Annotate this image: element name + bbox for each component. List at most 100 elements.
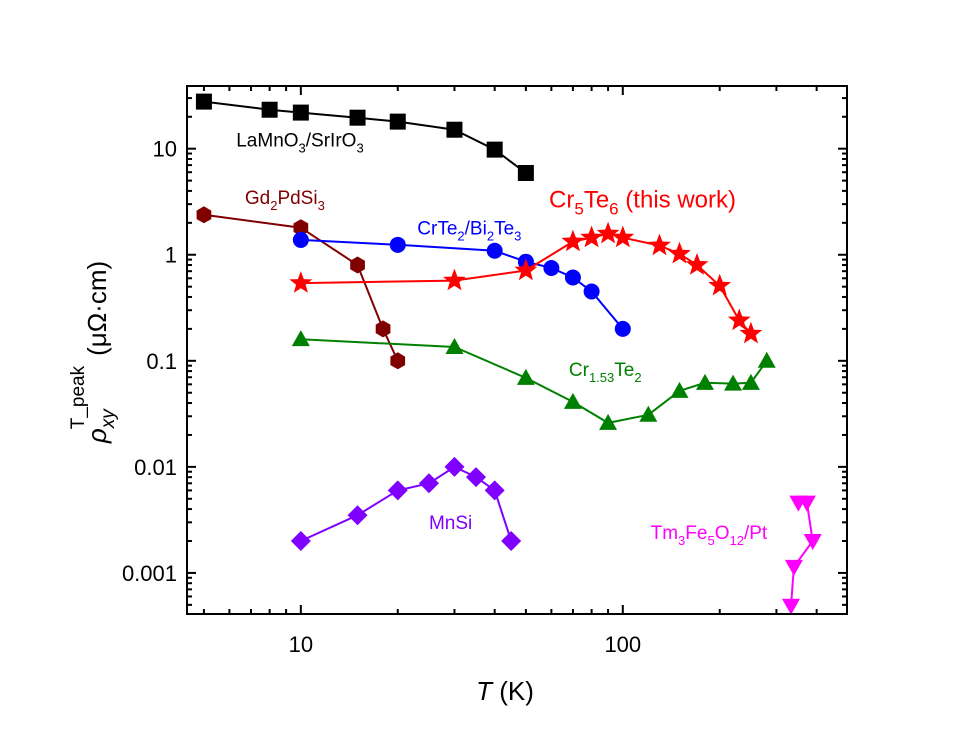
series-cr1-53te2-point xyxy=(291,330,310,347)
series-cr1-53te2-point xyxy=(741,373,760,390)
y-tick-label: 0.01 xyxy=(134,455,177,480)
series-label-part: CrTe xyxy=(417,219,457,240)
y-axis-label-unit: (μΩ·cm) xyxy=(82,261,112,356)
series-crte2-bi2te3-point xyxy=(486,242,503,259)
series-tm3fe5o12-pt-point xyxy=(782,598,801,615)
series-mnsi-point xyxy=(347,505,368,526)
y-tick-label: 1 xyxy=(165,243,177,268)
series-cr5te6-this-work-point xyxy=(708,273,732,296)
series-tm3fe5o12-pt-point xyxy=(797,495,816,512)
y-tick-label: 0.1 xyxy=(146,349,177,374)
series-label-part: Cr xyxy=(569,360,590,381)
series-cr5te6-this-work-point xyxy=(611,225,635,248)
series-label: CrTe2/Bi2Te3 xyxy=(417,219,521,244)
series-label-part: 12 xyxy=(729,533,743,548)
series-label-part: Te xyxy=(614,360,634,381)
series-cr5te6-this-work-point xyxy=(739,321,763,344)
series-mnsi xyxy=(290,456,522,552)
series-cr5te6-this-work-point xyxy=(514,258,538,281)
series-label-part: 2 xyxy=(487,229,494,244)
series-lamno3-sriro3-point xyxy=(261,101,278,118)
series-gd2pdsi3 xyxy=(196,206,406,370)
y-axis-label-sup: T_peak xyxy=(68,365,89,429)
series-gd2pdsi3-point xyxy=(375,320,391,338)
series-crte2-bi2te3-point xyxy=(389,236,406,253)
series-label-part: 3 xyxy=(318,198,325,213)
series-label-part: Fe xyxy=(685,523,707,544)
series-cr1-53te2-point xyxy=(757,351,776,368)
series-mnsi-point xyxy=(290,531,311,552)
series-cr5te6-this-work-point xyxy=(561,229,585,252)
series-lamno3-sriro3-point xyxy=(446,121,463,138)
series-cr1-53te2-point xyxy=(599,413,618,430)
series-lamno3-sriro3-point xyxy=(486,141,503,158)
series-lamno3-sriro3-point xyxy=(389,113,406,130)
x-tick-label: 10 xyxy=(289,632,313,657)
series-cr5te6-this-work-point xyxy=(685,253,709,275)
series-label-part: LaMnO xyxy=(236,130,298,151)
series-label-part: 3 xyxy=(299,140,306,155)
series-gd2pdsi3-point xyxy=(350,256,365,274)
y-tick-label: 0.001 xyxy=(122,561,177,586)
y-axis-label: ρxy T_peak (μΩ·cm) xyxy=(68,261,119,444)
series-label-part: /Pt xyxy=(744,523,768,544)
series-label-part: O xyxy=(715,523,730,544)
series-label: Tm3Fe5O12/Pt xyxy=(651,523,768,548)
series-lamno3-sriro3-point xyxy=(195,93,212,110)
series-label-part: (this work) xyxy=(619,186,736,213)
series-mnsi-point xyxy=(418,473,439,494)
series-crte2-bi2te3-point xyxy=(564,269,581,286)
series-mnsi-point xyxy=(387,480,408,501)
series-label-part: Te xyxy=(494,219,514,240)
series-crte2-bi2te3-point xyxy=(614,320,631,337)
series-cr1-53te2 xyxy=(291,330,776,430)
series-label: LaMnO3/SrIrO3 xyxy=(236,130,363,155)
series-cr5te6-this-work-point xyxy=(727,308,751,331)
series-cr5te6-this-work-point xyxy=(648,233,671,256)
series-lamno3-sriro3 xyxy=(195,93,534,181)
series-label-part: Gd xyxy=(245,188,270,209)
series-label-part: 6 xyxy=(609,199,618,218)
series-tm3fe5o12-pt-point xyxy=(784,559,803,576)
x-axis-label-unit: (K) xyxy=(492,676,534,706)
series-label-part: 3 xyxy=(514,229,521,244)
plot-frame xyxy=(186,85,848,615)
series-crte2-bi2te3-point xyxy=(292,231,309,248)
series-gd2pdsi3-point xyxy=(390,352,406,370)
series-cr5te6-this-work-point xyxy=(596,221,620,244)
series-cr1-53te2-point xyxy=(516,368,535,385)
series-label: Cr1.53Te2 xyxy=(569,360,642,385)
series-label-part: /SrIrO xyxy=(306,130,357,151)
y-axis-label-rho: ρ xyxy=(82,428,112,444)
series-label-part: 3 xyxy=(678,533,685,548)
series-cr5te6-this-work-point xyxy=(443,268,466,291)
series-cr1-53te2-point xyxy=(695,373,714,390)
series-label-part: 5 xyxy=(574,199,583,218)
series-cr5te6-this-work-point xyxy=(580,225,603,248)
series-label: Cr5Te6 (this work) xyxy=(549,186,736,218)
series-gd2pdsi3-point xyxy=(293,219,309,237)
series-cr1-53te2-point xyxy=(445,337,464,354)
x-axis-label-symbol: T xyxy=(476,676,494,706)
series-lamno3-sriro3-point xyxy=(349,109,366,126)
series-mnsi-point xyxy=(444,456,465,477)
series-lamno3-sriro3-point xyxy=(517,164,534,181)
series-label: MnSi xyxy=(429,513,472,534)
y-tick-label: 10 xyxy=(153,137,177,162)
series-label-part: 5 xyxy=(707,533,714,548)
series-label-part: Tm xyxy=(651,523,678,544)
series-cr1-53te2-point xyxy=(670,381,689,398)
series-label-part: 1.53 xyxy=(589,370,614,385)
series-mnsi-point xyxy=(466,467,487,488)
series-lamno3-sriro3-point xyxy=(292,104,309,121)
annotations: LaMnO3/SrIrO3Gd2PdSi3CrTe2/Bi2Te3Cr5Te6 … xyxy=(236,130,768,547)
series-layer xyxy=(195,93,822,615)
series-label: Gd2PdSi3 xyxy=(245,188,325,213)
series-cr1-53te2-point xyxy=(724,374,743,391)
series-mnsi-point xyxy=(501,531,522,552)
series-label-part: 2 xyxy=(634,370,641,385)
series-label-part: MnSi xyxy=(429,513,472,534)
series-crte2-bi2te3 xyxy=(292,231,631,337)
